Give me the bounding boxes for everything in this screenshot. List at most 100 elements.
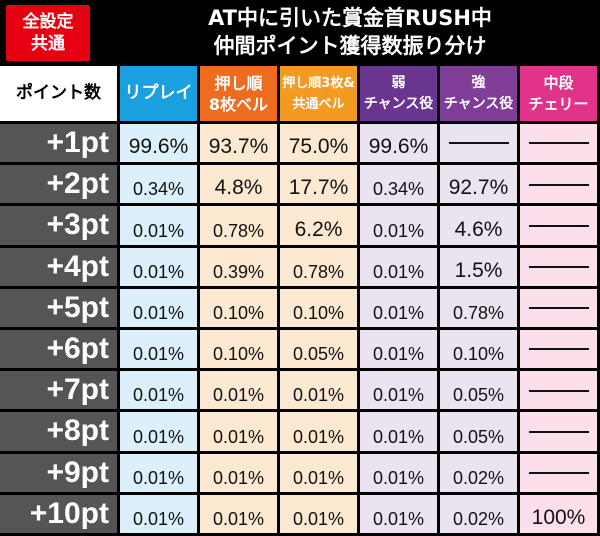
header: 全設定 共通 AT中に引いた賞金首RUSH中 仲間ポイント獲得数振り分け: [0, 0, 600, 66]
point-label: +10pt: [0, 494, 120, 536]
table-row: +10pt 0.01% 0.01% 0.01% 0.01% 0.02% 100%: [0, 494, 600, 536]
value-cell: 0.01%: [280, 453, 360, 495]
empty-cell: [440, 124, 520, 166]
value-cell: 0.01%: [280, 412, 360, 454]
value-cell: 0.01%: [200, 453, 280, 495]
point-label: +3pt: [0, 206, 120, 248]
col-header-replay: リプレイ: [120, 66, 200, 124]
table-row: +2pt 0.34% 4.8% 17.7% 0.34% 92.7%: [0, 165, 600, 207]
value-cell: 0.05%: [440, 371, 520, 413]
dash-line: [528, 266, 589, 268]
title-line2: 仲間ポイント獲得数振り分け: [213, 34, 487, 58]
value-cell: 0.01%: [200, 494, 280, 536]
empty-cell: [520, 412, 600, 454]
value-cell: 0.01%: [360, 206, 440, 248]
empty-cell: [520, 288, 600, 330]
point-label: +5pt: [0, 288, 120, 330]
value-cell: 1.5%: [440, 247, 520, 289]
table-row: +8pt 0.01% 0.01% 0.01% 0.01% 0.05%: [0, 412, 600, 454]
table-row: +7pt 0.01% 0.01% 0.01% 0.01% 0.05%: [0, 371, 600, 413]
value-cell: 4.8%: [200, 165, 280, 207]
value-cell: 0.05%: [440, 412, 520, 454]
col-header-points: ポイント数: [0, 66, 120, 124]
point-label: +4pt: [0, 247, 120, 289]
value-cell: 0.01%: [120, 371, 200, 413]
dash-line: [528, 142, 589, 145]
value-cell: 0.01%: [360, 329, 440, 372]
value-cell: 0.01%: [120, 412, 200, 454]
value-cell: 0.01%: [200, 371, 280, 413]
point-label: +8pt: [0, 412, 120, 454]
dash-line: [528, 430, 589, 433]
value-cell: 0.01%: [120, 206, 200, 248]
empty-cell: [520, 453, 600, 495]
value-cell: 0.01%: [280, 494, 360, 536]
dash-line: [528, 224, 589, 227]
value-cell: 0.01%: [360, 288, 440, 330]
dash-line: [528, 389, 589, 392]
point-label: +2pt: [0, 165, 120, 207]
all-settings-badge: 全設定 共通: [6, 5, 90, 61]
value-cell: 0.10%: [280, 288, 360, 330]
dash-line: [528, 348, 589, 351]
dash-line: [528, 471, 589, 474]
dash-line: [528, 183, 589, 186]
table-header-row: ポイント数 リプレイ 押し順 8枚ベル 押し順3枚& 共通ベル 弱チャンス役 強チャ…: [0, 66, 600, 124]
point-distribution-table: ポイント数 リプレイ 押し順 8枚ベル 押し順3枚& 共通ベル 弱チャンス役 強チャ…: [0, 66, 600, 536]
value-cell: 0.01%: [200, 412, 280, 454]
value-cell: 100%: [520, 494, 600, 536]
col-header-8bell: 押し順 8枚ベル: [200, 66, 280, 124]
badge-line1: 全設定: [22, 12, 74, 32]
point-label: +6pt: [0, 329, 120, 372]
value-cell: 6.2%: [280, 206, 360, 248]
table-row: +9pt 0.01% 0.01% 0.01% 0.01% 0.02%: [0, 453, 600, 495]
title-line1: AT中に引いた賞金首RUSH中: [208, 6, 492, 30]
value-cell: 0.34%: [360, 165, 440, 207]
value-cell: 0.01%: [120, 247, 200, 289]
value-cell: 0.05%: [280, 329, 360, 372]
value-cell: 0.01%: [360, 371, 440, 413]
table-row: +6pt 0.01% 0.10% 0.05% 0.01% 0.10%: [0, 329, 600, 372]
value-cell: 0.39%: [200, 247, 280, 289]
col-header-middle-cherry: 中段 チェリー: [520, 66, 600, 124]
value-cell: 0.78%: [200, 206, 280, 248]
point-label: +9pt: [0, 453, 120, 495]
value-cell: 0.01%: [120, 288, 200, 330]
empty-cell: [520, 206, 600, 248]
value-cell: 4.6%: [440, 206, 520, 248]
value-cell: 92.7%: [440, 165, 520, 207]
value-cell: 75.0%: [280, 124, 360, 166]
table-row: +5pt 0.01% 0.10% 0.10% 0.01% 0.78%: [0, 288, 600, 330]
point-label: +7pt: [0, 371, 120, 413]
value-cell: 0.01%: [280, 371, 360, 413]
empty-cell: [520, 124, 600, 166]
point-label: +1pt: [0, 124, 120, 166]
value-cell: 99.6%: [360, 124, 440, 166]
col-header-strong-chance: 強チャンス役: [440, 66, 520, 124]
table-row: +4pt 0.01% 0.39% 0.78% 0.01% 1.5%: [0, 247, 600, 289]
value-cell: 0.01%: [120, 329, 200, 372]
badge-line2: 共通: [31, 34, 65, 54]
dash-line: [528, 307, 589, 310]
empty-cell: [520, 247, 600, 289]
value-cell: 99.6%: [120, 124, 200, 166]
value-cell: 0.78%: [280, 247, 360, 289]
value-cell: 0.34%: [120, 165, 200, 207]
value-cell: 0.01%: [120, 494, 200, 536]
value-cell: 93.7%: [200, 124, 280, 166]
value-cell: 0.01%: [360, 247, 440, 289]
table-row: +1pt 99.6% 93.7% 75.0% 99.6%: [0, 124, 600, 166]
value-cell: 0.10%: [200, 288, 280, 330]
value-cell: 0.02%: [440, 494, 520, 536]
value-cell: 0.10%: [440, 329, 520, 372]
empty-cell: [520, 165, 600, 207]
value-cell: 0.10%: [200, 329, 280, 372]
value-cell: 0.02%: [440, 453, 520, 495]
value-cell: 17.7%: [280, 165, 360, 207]
dash-line: [448, 142, 509, 145]
empty-cell: [520, 329, 600, 372]
col-header-weak-chance: 弱チャンス役: [360, 66, 440, 124]
value-cell: 0.01%: [360, 494, 440, 536]
value-cell: 0.78%: [440, 288, 520, 330]
col-header-3bell: 押し順3枚& 共通ベル: [280, 66, 360, 124]
